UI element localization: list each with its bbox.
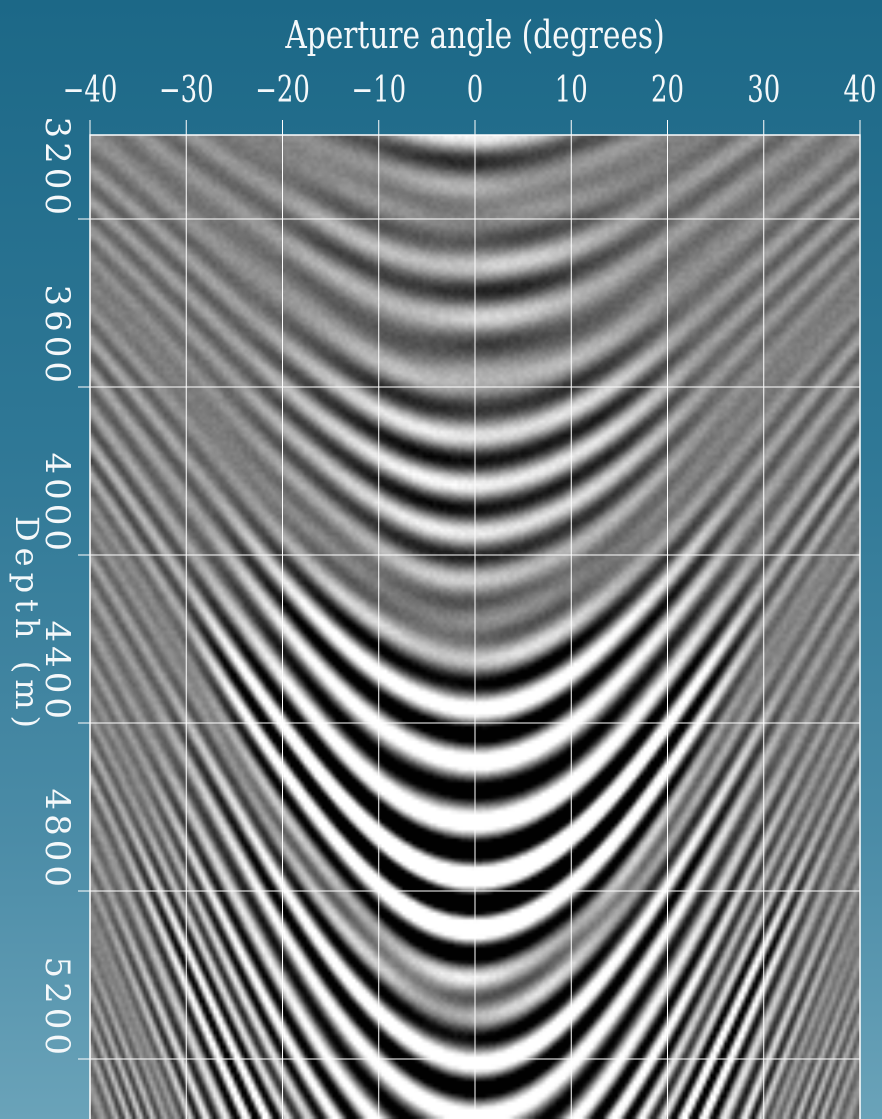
x-axis-ticks: −40 −30 −20 −10 0 10 20 30 40 (63, 70, 877, 111)
y-tick-label: 4000 (37, 452, 77, 555)
grid-lines (78, 120, 861, 1119)
x-tick-label: −40 (63, 70, 118, 111)
x-tick-label: −10 (351, 70, 406, 111)
y-tick-label: 4800 (37, 788, 77, 891)
x-tick-label: −30 (159, 70, 214, 111)
x-tick-label: 10 (555, 70, 588, 111)
y-axis-label: Depth (m) (8, 516, 46, 734)
x-tick-label: 0 (467, 70, 483, 111)
y-tick-label: 3200 (37, 116, 77, 219)
x-tick-label: 20 (651, 70, 684, 111)
y-tick-label: 5200 (37, 956, 77, 1059)
x-axis-label: Aperture angle (degrees) (284, 13, 664, 58)
x-tick-label: 40 (844, 70, 877, 111)
y-axis-ticks: 3200 3600 4000 4400 4800 5200 (37, 116, 77, 1059)
y-tick-label: 4400 (37, 620, 77, 723)
x-tick-label: 30 (747, 70, 780, 111)
x-tick-label: −20 (255, 70, 310, 111)
y-tick-label: 3600 (37, 284, 77, 387)
